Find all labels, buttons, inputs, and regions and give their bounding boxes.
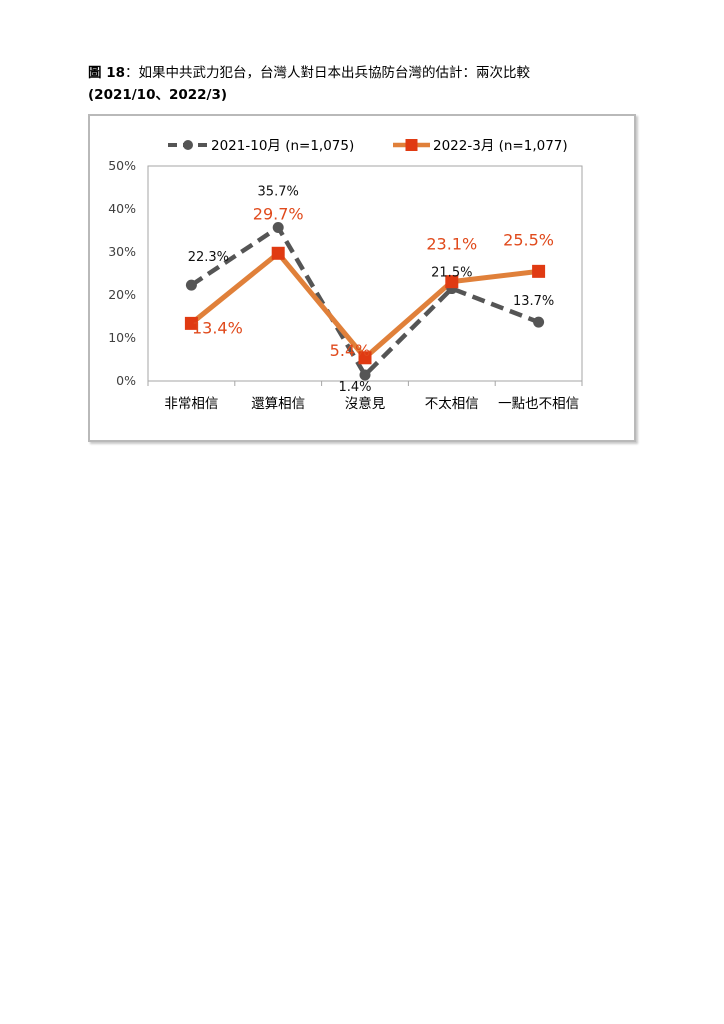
data-label-2022: 5.4% bbox=[330, 341, 371, 360]
data-label-2021: 1.4% bbox=[338, 380, 371, 395]
plot-area bbox=[147, 165, 583, 382]
data-label-2021: 13.7% bbox=[513, 294, 554, 309]
chart-frame: 0% 10% 20% 30% 40% 50% 非常相信 還算相信 沒意見 不太相信 一點也不相信 22… bbox=[88, 114, 636, 442]
data-label-2021: 22.3% bbox=[188, 250, 229, 265]
y-tick-label: 40% bbox=[108, 201, 136, 216]
data-label-2021: 35.7% bbox=[258, 184, 299, 199]
legend-marker-2022 bbox=[405, 139, 418, 151]
figure-title: ：如果中共武力犯台，台灣人對日本出兵協防台灣的估計：兩次比較 bbox=[125, 65, 530, 81]
y-tick-label: 30% bbox=[108, 244, 136, 259]
marker-2021 bbox=[359, 369, 371, 381]
line-chart: 0% 10% 20% 30% 40% 50% 非常相信 還算相信 沒意見 不太相信 一點也不相信 22… bbox=[108, 138, 583, 412]
data-label-2022: 25.5% bbox=[503, 230, 554, 249]
marker-2022 bbox=[358, 351, 372, 365]
marker-2022 bbox=[445, 275, 459, 289]
y-tick-label: 20% bbox=[108, 287, 136, 302]
marker-2022 bbox=[184, 316, 198, 330]
marker-2021 bbox=[185, 279, 197, 291]
legend-label-2021: 2021-10月 (n=1,075) bbox=[211, 138, 354, 154]
x-category-label: 一點也不相信 bbox=[498, 396, 579, 412]
series-line-2021 bbox=[190, 224, 540, 379]
data-label-2022: 23.1% bbox=[426, 235, 477, 254]
figure-label: 圖 18 bbox=[88, 65, 125, 81]
marker-2022 bbox=[532, 264, 546, 278]
marker-2022 bbox=[271, 246, 285, 260]
y-tick-label: 0% bbox=[116, 373, 136, 388]
legend-marker-2021 bbox=[183, 140, 193, 150]
y-tick-label: 50% bbox=[108, 158, 136, 173]
x-category-label: 非常相信 bbox=[164, 396, 218, 412]
legend-label-2022: 2022-3月 (n=1,077) bbox=[433, 138, 568, 154]
x-category-label: 不太相信 bbox=[425, 396, 479, 412]
figure-caption: 圖 18：如果中共武力犯台，台灣人對日本出兵協防台灣的估計：兩次比較 (2021… bbox=[88, 62, 688, 106]
x-category-label: 還算相信 bbox=[251, 396, 305, 412]
x-category-label: 沒意見 bbox=[345, 395, 386, 412]
data-label-2021: 21.5% bbox=[431, 266, 472, 281]
marker-2021 bbox=[533, 316, 545, 328]
data-label-2022: 29.7% bbox=[253, 204, 304, 223]
marker-2021 bbox=[272, 221, 284, 233]
figure-subtitle: (2021/10、2022/3) bbox=[88, 87, 228, 103]
y-tick-label: 10% bbox=[108, 330, 136, 345]
data-label-2022: 13.4% bbox=[192, 318, 243, 337]
